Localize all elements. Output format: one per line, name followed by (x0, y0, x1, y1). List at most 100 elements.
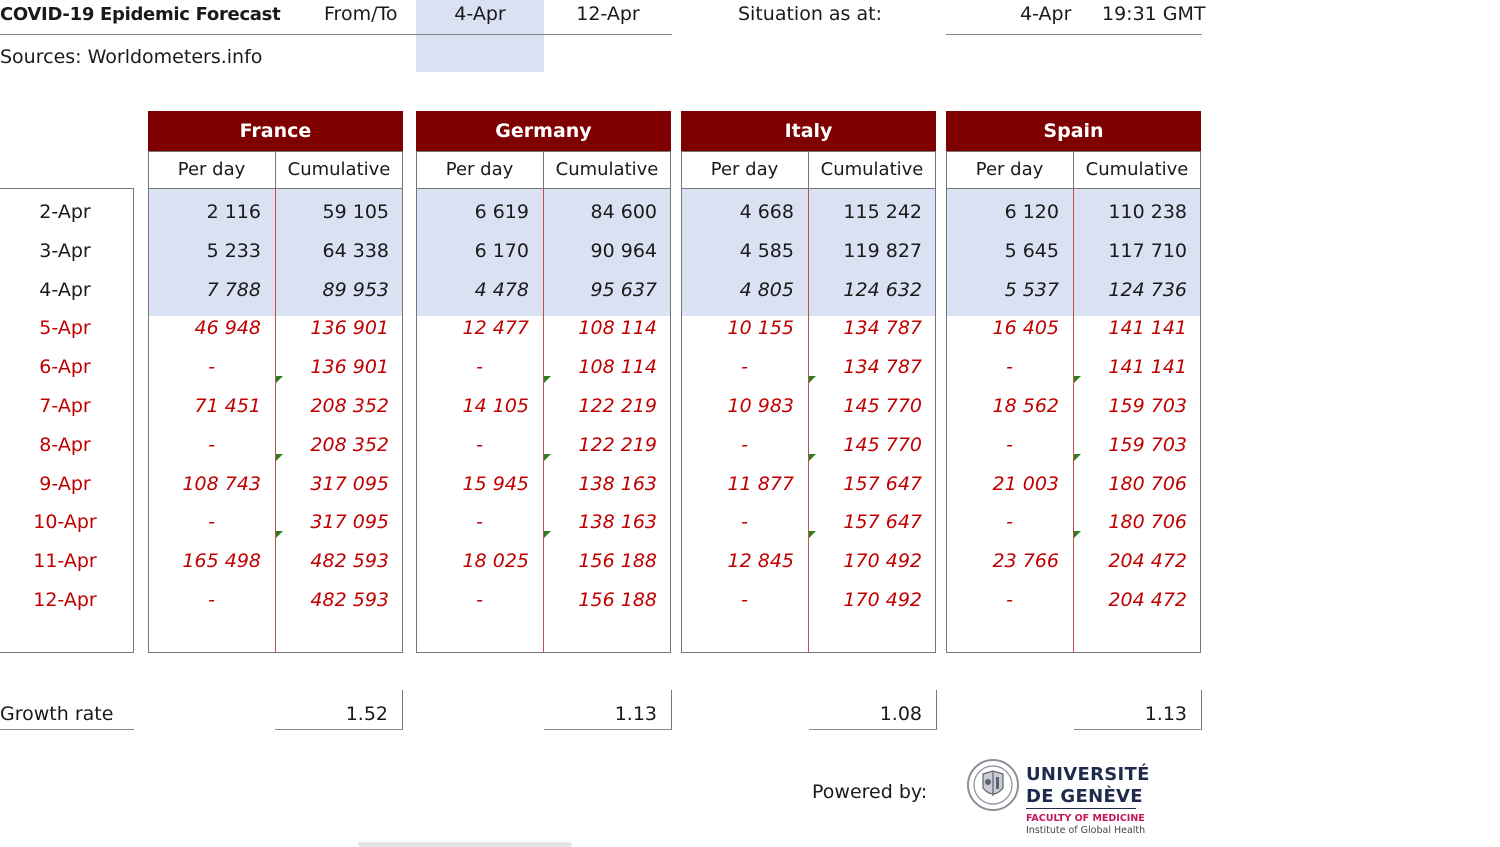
date-cell[interactable]: 4-Apr (39, 278, 91, 301)
per-day-cell[interactable]: 11 877 (727, 472, 794, 495)
cumulative-cell[interactable]: 90 964 (590, 239, 657, 262)
per-day-header[interactable]: Per day (710, 159, 779, 180)
cumulative-cell[interactable]: 180 706 (1108, 472, 1187, 495)
cumulative-cell[interactable]: 134 787 (843, 317, 922, 340)
per-day-cell[interactable]: - (1006, 511, 1013, 534)
per-day-cell[interactable]: 165 498 (182, 550, 261, 573)
cumulative-cell[interactable]: 138 163 (578, 511, 657, 534)
per-day-cell[interactable]: 4 585 (739, 239, 794, 262)
cumulative-cell[interactable]: 124 736 (1108, 278, 1187, 301)
cumulative-cell[interactable]: 170 492 (843, 550, 922, 573)
cumulative-cell[interactable]: 110 238 (1108, 201, 1187, 223)
cumulative-cell[interactable]: 122 219 (578, 395, 657, 417)
per-day-cell[interactable]: 4 668 (739, 201, 794, 223)
cumulative-cell[interactable]: 115 242 (843, 201, 922, 223)
cumulative-cell[interactable]: 156 188 (578, 550, 657, 573)
per-day-cell[interactable]: 5 537 (1004, 278, 1059, 301)
growth-rate-value[interactable]: 1.08 (879, 703, 922, 725)
per-day-cell[interactable]: 4 478 (474, 278, 529, 301)
cumulative-cell[interactable]: 108 114 (578, 356, 657, 379)
per-day-cell[interactable]: 12 845 (727, 550, 794, 573)
date-cell[interactable]: 10-Apr (33, 511, 97, 534)
cumulative-header[interactable]: Cumulative (820, 159, 924, 180)
growth-rate-value[interactable]: 1.52 (345, 703, 388, 725)
cumulative-cell[interactable]: 145 770 (843, 395, 922, 417)
per-day-cell[interactable]: 6 120 (1004, 201, 1059, 223)
cumulative-cell[interactable]: 482 593 (310, 589, 389, 611)
per-day-cell[interactable]: 2 116 (206, 201, 261, 223)
date-cell[interactable]: 6-Apr (39, 356, 91, 379)
per-day-cell[interactable]: - (476, 511, 483, 534)
cumulative-cell[interactable]: 124 632 (843, 278, 922, 301)
per-day-cell[interactable]: 108 743 (182, 472, 261, 495)
cumulative-header[interactable]: Cumulative (1085, 159, 1189, 180)
cumulative-cell[interactable]: 108 114 (578, 317, 657, 340)
per-day-cell[interactable]: 21 003 (992, 472, 1059, 495)
cumulative-cell[interactable]: 119 827 (843, 239, 922, 262)
cumulative-cell[interactable]: 134 787 (843, 356, 922, 379)
per-day-cell[interactable]: - (476, 356, 483, 379)
cumulative-cell[interactable]: 317 095 (310, 511, 389, 534)
per-day-cell[interactable]: - (476, 433, 483, 456)
cumulative-cell[interactable]: 157 647 (843, 511, 922, 534)
cumulative-cell[interactable]: 180 706 (1108, 511, 1187, 534)
cumulative-cell[interactable]: 141 141 (1108, 356, 1187, 379)
per-day-cell[interactable]: 46 948 (194, 317, 261, 340)
per-day-cell[interactable]: 15 945 (462, 472, 529, 495)
per-day-cell[interactable]: 5 233 (206, 239, 261, 262)
cumulative-cell[interactable]: 89 953 (322, 278, 389, 301)
cumulative-cell[interactable]: 136 901 (310, 317, 389, 340)
country-header[interactable]: France (148, 111, 403, 151)
cumulative-cell[interactable]: 157 647 (843, 472, 922, 495)
cumulative-cell[interactable]: 84 600 (590, 201, 657, 223)
cumulative-cell[interactable]: 64 338 (322, 239, 389, 262)
cumulative-cell[interactable]: 159 703 (1108, 395, 1187, 417)
per-day-cell[interactable]: 5 645 (1004, 239, 1059, 262)
per-day-cell[interactable]: - (208, 589, 215, 611)
per-day-cell[interactable]: - (741, 433, 748, 456)
country-header[interactable]: Spain (946, 111, 1201, 151)
country-header[interactable]: Germany (416, 111, 671, 151)
cumulative-cell[interactable]: 204 472 (1108, 550, 1187, 573)
per-day-cell[interactable]: 10 983 (727, 395, 794, 417)
per-day-cell[interactable]: - (1006, 589, 1013, 611)
cumulative-cell[interactable]: 117 710 (1108, 239, 1187, 262)
per-day-cell[interactable]: 14 105 (462, 395, 529, 417)
date-cell[interactable]: 2-Apr (39, 201, 91, 223)
date-cell[interactable]: 9-Apr (39, 472, 91, 495)
per-day-cell[interactable]: 4 805 (739, 278, 794, 301)
per-day-cell[interactable]: - (741, 356, 748, 379)
cumulative-cell[interactable]: 138 163 (578, 472, 657, 495)
cumulative-cell[interactable]: 159 703 (1108, 433, 1187, 456)
per-day-cell[interactable]: - (1006, 433, 1013, 456)
cumulative-header[interactable]: Cumulative (555, 159, 659, 180)
per-day-cell[interactable]: - (208, 433, 215, 456)
per-day-cell[interactable]: 71 451 (194, 395, 261, 417)
per-day-header[interactable]: Per day (445, 159, 514, 180)
cumulative-cell[interactable]: 204 472 (1108, 589, 1187, 611)
horizontal-scrollbar[interactable] (358, 842, 572, 847)
cumulative-cell[interactable]: 136 901 (310, 356, 389, 379)
cumulative-cell[interactable]: 145 770 (843, 433, 922, 456)
per-day-header[interactable]: Per day (975, 159, 1044, 180)
per-day-cell[interactable]: 6 170 (474, 239, 529, 262)
date-cell[interactable]: 5-Apr (39, 317, 91, 340)
per-day-cell[interactable]: - (476, 589, 483, 611)
cumulative-cell[interactable]: 59 105 (322, 201, 389, 223)
per-day-header[interactable]: Per day (177, 159, 246, 180)
date-cell[interactable]: 3-Apr (39, 239, 91, 262)
per-day-cell[interactable]: - (741, 589, 748, 611)
cumulative-cell[interactable]: 141 141 (1108, 317, 1187, 340)
per-day-cell[interactable]: 18 562 (992, 395, 1059, 417)
cumulative-cell[interactable]: 208 352 (310, 433, 389, 456)
date-cell[interactable]: 7-Apr (39, 395, 91, 417)
per-day-cell[interactable]: 18 025 (462, 550, 529, 573)
to-date[interactable]: 12-Apr (576, 3, 640, 25)
per-day-cell[interactable]: - (208, 511, 215, 534)
date-cell[interactable]: 12-Apr (33, 589, 97, 611)
cumulative-cell[interactable]: 122 219 (578, 433, 657, 456)
per-day-cell[interactable]: 6 619 (474, 201, 529, 223)
per-day-cell[interactable]: - (1006, 356, 1013, 379)
date-cell[interactable]: 11-Apr (33, 550, 97, 573)
growth-rate-value[interactable]: 1.13 (614, 703, 657, 725)
